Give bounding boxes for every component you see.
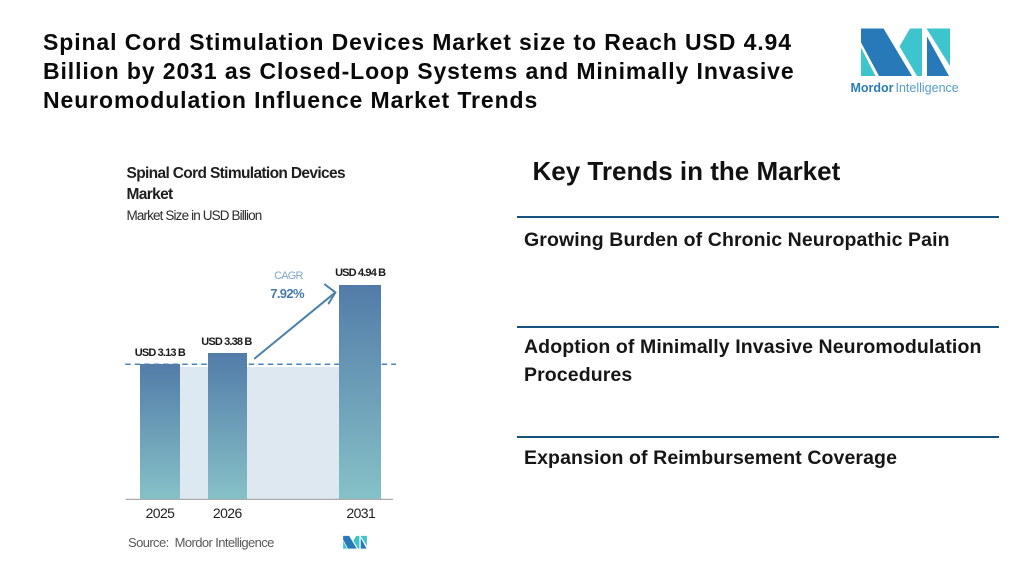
svg-text:Intelligence: Intelligence — [896, 81, 959, 95]
svg-text:Mordor: Mordor — [851, 81, 894, 95]
